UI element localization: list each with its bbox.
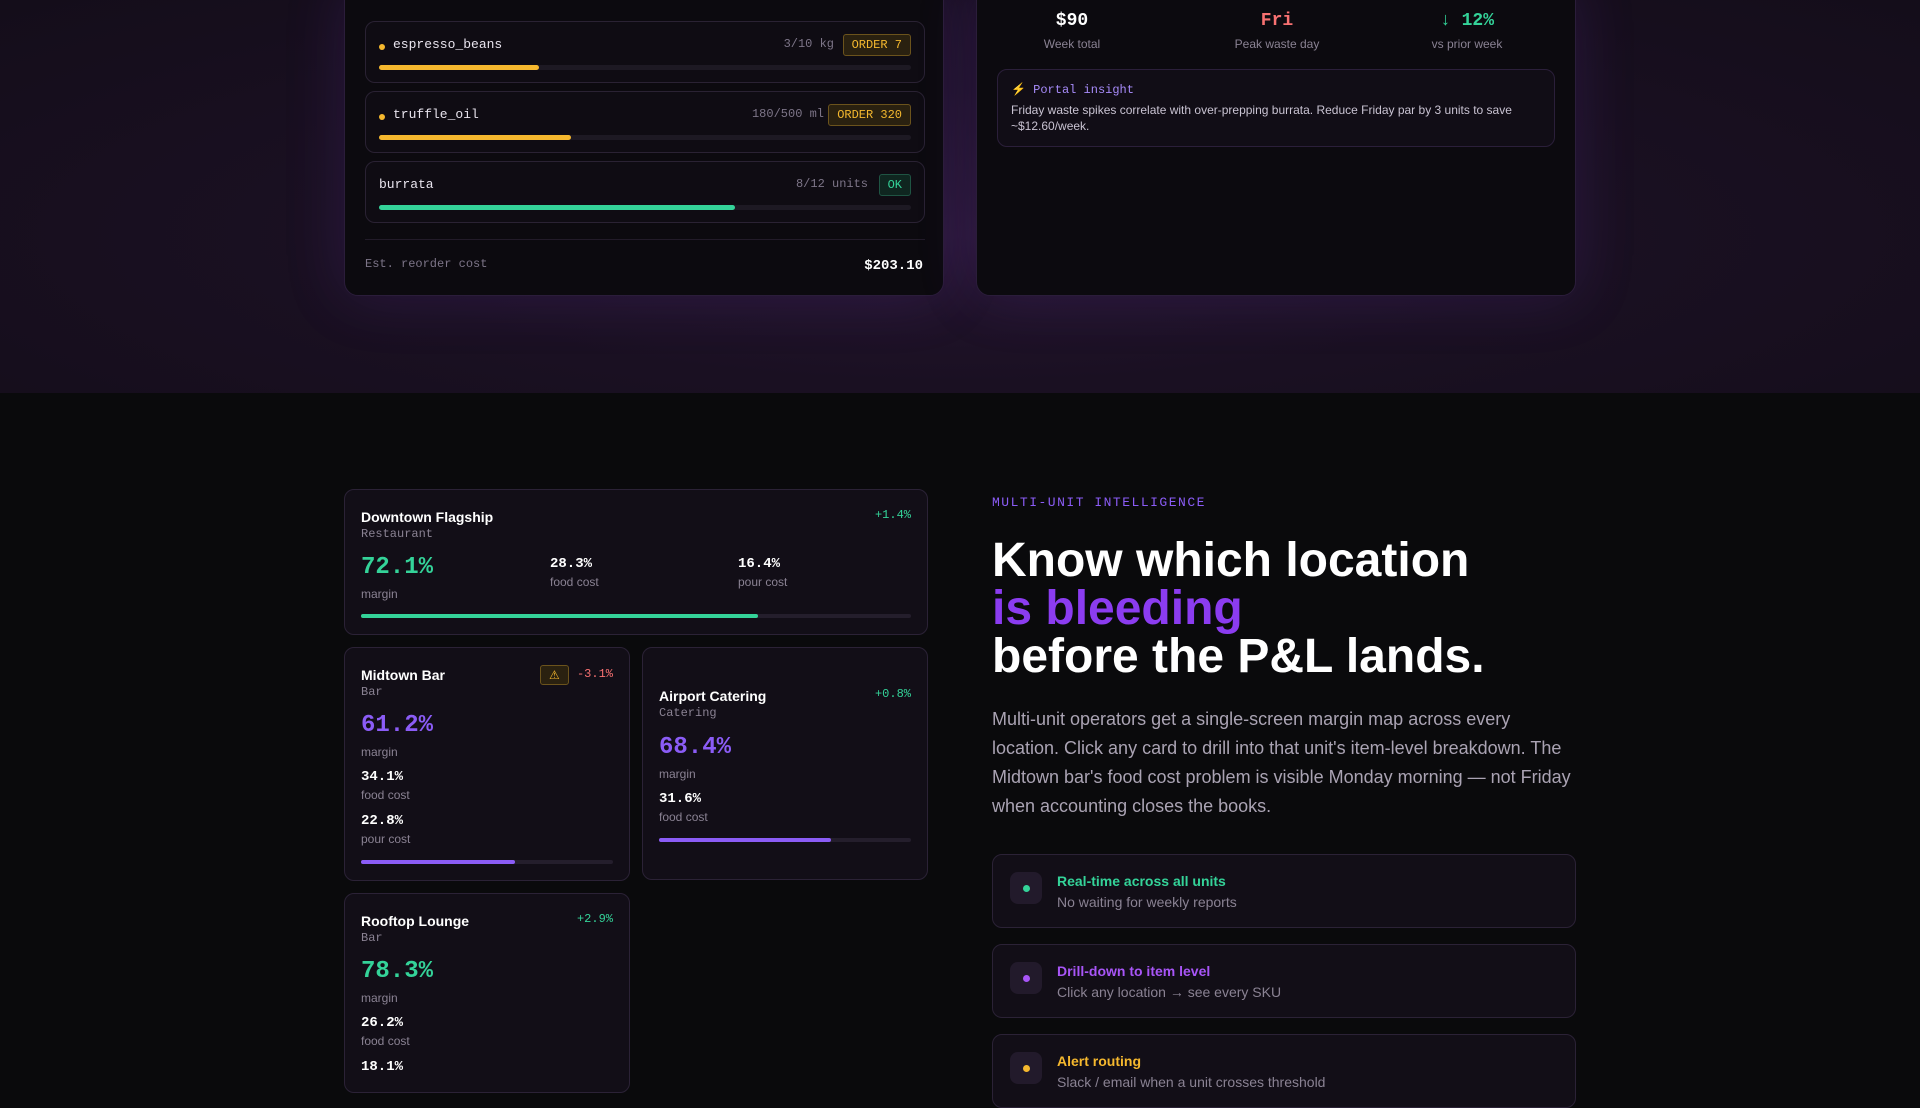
pour-cost-label: pour cost: [738, 575, 788, 589]
inventory-row-burrata[interactable]: burrata 8/12 units OK: [365, 161, 925, 223]
margin-bar-fill: [361, 860, 516, 864]
margin-bar: [361, 614, 911, 618]
inventory-panel: espresso_beans 3/10 kg ORDER 7 truffle_o…: [344, 0, 944, 296]
item-name: burrata: [379, 177, 434, 192]
est-reorder-value: $203.10: [864, 258, 923, 274]
inventory-row-espresso[interactable]: espresso_beans 3/10 kg ORDER 7: [365, 21, 925, 83]
feature-title: Real-time across all units: [1057, 873, 1226, 889]
headline-line-2: is bleeding: [992, 582, 1243, 635]
margin-bar-fill: [361, 614, 758, 618]
margin-label: margin: [361, 587, 398, 601]
feature-title: Alert routing: [1057, 1053, 1141, 1069]
section-eyebrow: MULTI-UNIT INTELLIGENCE: [992, 495, 1206, 510]
margin-value: 68.4%: [659, 734, 732, 761]
stat-value: Fri: [1260, 11, 1294, 31]
stock-bar: [379, 65, 911, 70]
order-badge[interactable]: ORDER 320: [828, 104, 911, 126]
location-name: Rooftop Lounge: [361, 913, 470, 929]
headline-line-3: before the P&L lands.: [992, 630, 1485, 683]
food-cost-value: 28.3%: [550, 556, 593, 572]
location-card-airport[interactable]: Airport Catering Catering +0.8% 68.4% ma…: [642, 647, 928, 880]
stock-bar-fill: [379, 65, 539, 70]
stat-vs-prior: ↓ 12% vs prior week: [1372, 11, 1562, 51]
inventory-row-truffle[interactable]: truffle_oil 180/500 ml ORDER 320: [365, 91, 925, 153]
location-card-midtown[interactable]: Midtown Bar Bar ⚠ -3.1% 61.2% margin 34.…: [344, 647, 630, 881]
stat-value: $90: [1055, 11, 1089, 31]
stat-label: vs prior week: [1431, 37, 1503, 51]
margin-bar-fill: [659, 838, 832, 842]
food-cost-label: food cost: [550, 575, 599, 589]
location-name: Airport Catering: [659, 688, 767, 704]
purple-dot-icon: [1010, 962, 1042, 994]
location-type: Restaurant: [361, 527, 434, 541]
portal-insight: ⚡ Portal insight Friday waste spikes cor…: [997, 69, 1555, 147]
feature-drilldown: Drill-down to item level Click any locat…: [992, 944, 1576, 1018]
pour-cost-value: 22.8%: [361, 813, 404, 829]
margin-value: 78.3%: [361, 958, 434, 985]
feature-alerts: Alert routing Slack / email when a unit …: [992, 1034, 1576, 1108]
feature-desc: Click any location → see every SKU: [1057, 984, 1282, 1000]
stat-label: Peak waste day: [1234, 37, 1320, 51]
section-paragraph: Multi-unit operators get a single-screen…: [992, 709, 1571, 816]
location-type: Bar: [361, 685, 383, 699]
est-reorder-label: Est. reorder cost: [365, 257, 488, 271]
ok-badge: OK: [878, 174, 911, 196]
pour-cost-label: pour cost: [361, 832, 411, 846]
feature-desc: No waiting for weekly reports: [1057, 894, 1237, 910]
stock-bar: [379, 205, 911, 210]
item-name: espresso_beans: [393, 37, 503, 52]
warning-icon: ⚠: [540, 665, 569, 685]
insight-body: Friday waste spikes correlate with over-…: [1011, 103, 1512, 133]
divider: [365, 239, 925, 240]
stat-value: ↓ 12%: [1439, 11, 1494, 31]
food-cost-label: food cost: [659, 810, 708, 824]
location-type: Bar: [361, 931, 383, 945]
location-name: Midtown Bar: [361, 667, 445, 683]
waste-panel: $90 Week total Fri Peak waste day ↓ 12% …: [976, 0, 1576, 296]
location-type: Catering: [659, 706, 717, 720]
margin-bar: [659, 838, 911, 842]
stock-bar-fill: [379, 205, 736, 210]
location-name: Downtown Flagship: [361, 509, 494, 525]
margin-delta: +1.4%: [874, 508, 911, 522]
amber-dot-icon: [1010, 1052, 1042, 1084]
stat-week-total: $90 Week total: [977, 11, 1167, 51]
feature-realtime: Real-time across all units No waiting fo…: [992, 854, 1576, 928]
pour-cost-value: 18.1%: [361, 1059, 404, 1075]
margin-delta: -3.1%: [576, 667, 613, 681]
pour-cost-value: 16.4%: [738, 556, 781, 572]
item-qty: 8/12 units: [795, 177, 868, 191]
stock-bar-fill: [379, 135, 571, 140]
location-card-downtown[interactable]: Downtown Flagship Restaurant +1.4% 72.1%…: [344, 489, 928, 635]
margin-delta: +0.8%: [874, 687, 911, 701]
item-name: truffle_oil: [393, 107, 479, 122]
top-section: espresso_beans 3/10 kg ORDER 7 truffle_o…: [0, 0, 1920, 393]
item-qty: 3/10 kg: [783, 37, 834, 51]
feature-desc: Slack / email when a unit crosses thresh…: [1057, 1074, 1326, 1090]
headline-line-1: Know which location: [992, 534, 1470, 587]
food-cost-value: 26.2%: [361, 1015, 404, 1031]
margin-value: 61.2%: [361, 712, 434, 739]
low-stock-dot-icon: [379, 44, 385, 50]
item-qty: 180/500 ml: [751, 107, 824, 121]
stat-peak-day: Fri Peak waste day: [1182, 11, 1372, 51]
food-cost-value: 31.6%: [659, 791, 702, 807]
margin-value: 72.1%: [361, 554, 434, 581]
margin-label: margin: [361, 745, 398, 759]
low-stock-dot-icon: [379, 114, 385, 120]
margin-delta: +2.9%: [576, 912, 613, 926]
feature-title: Drill-down to item level: [1057, 963, 1211, 979]
stock-bar: [379, 135, 911, 140]
order-badge[interactable]: ORDER 7: [842, 34, 911, 56]
food-cost-label: food cost: [361, 1034, 410, 1048]
location-card-rooftop[interactable]: Rooftop Lounge Bar +2.9% 78.3% margin 26…: [344, 893, 630, 1093]
stat-label: Week total: [1043, 37, 1101, 51]
margin-bar: [361, 860, 613, 864]
insight-title: ⚡ Portal insight: [1011, 83, 1134, 97]
margin-label: margin: [659, 767, 696, 781]
green-dot-icon: [1010, 872, 1042, 904]
food-cost-value: 34.1%: [361, 769, 404, 785]
margin-label: margin: [361, 991, 398, 1005]
food-cost-label: food cost: [361, 788, 410, 802]
